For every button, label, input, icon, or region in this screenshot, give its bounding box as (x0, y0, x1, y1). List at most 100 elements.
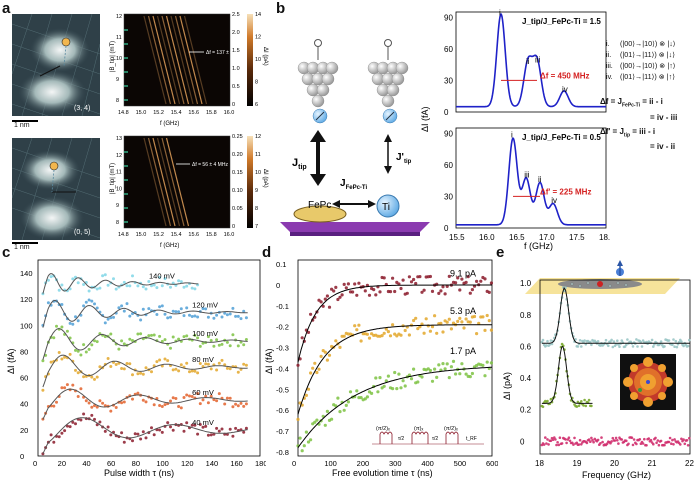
c-data-point (93, 302, 96, 306)
svg-text:τ/2: τ/2 (398, 436, 404, 442)
c-data-point (185, 393, 189, 397)
c-ylabel: ΔI (fA) (6, 348, 16, 374)
e-data-point (607, 344, 610, 348)
c-data-point (68, 352, 72, 356)
x-tick-label: 15.2 (153, 110, 164, 116)
c-data-point (68, 321, 72, 325)
x-tick-label: 16.0 (224, 110, 235, 116)
c-data-point (242, 343, 246, 347)
e-data-point (547, 443, 550, 446)
d-data-point (485, 313, 489, 318)
e-data-point (590, 343, 593, 347)
c-y-tick: 140 (20, 269, 33, 278)
jfepc-label: J (340, 178, 346, 189)
d-data-point (441, 285, 445, 289)
scale-bar-top: 1 nm (14, 122, 30, 129)
d-data-point (430, 289, 435, 293)
d-xlabel: Free evolution time τ (ns) (332, 468, 433, 478)
b-ratio-label: J_tip/J_FePc-Ti = 0.5 (522, 133, 601, 142)
e-data-point (554, 438, 557, 441)
c-data-point (144, 436, 148, 440)
e-data-point (580, 443, 583, 446)
c-data-point (114, 363, 118, 366)
e-data-point (682, 344, 685, 348)
d-data-point (334, 285, 338, 289)
d-data-point (306, 330, 311, 334)
e-data-point (567, 436, 571, 439)
e-data-point (549, 339, 553, 342)
panel-d-letter: d (262, 244, 272, 261)
x-tick-label: 15.0 (136, 232, 147, 238)
d-data-point (445, 362, 449, 366)
e-data-point (617, 343, 620, 346)
c-data-point (193, 287, 197, 291)
d-data-point (433, 314, 437, 318)
c-data-point (144, 287, 148, 291)
c-data-point (46, 278, 50, 282)
e-data-point (635, 442, 638, 446)
c-data-point (182, 335, 186, 339)
d-data-point (355, 293, 359, 297)
e-data-point (596, 438, 600, 442)
b-y-tick: 60 (444, 45, 453, 54)
c-data-point (82, 412, 86, 416)
e-data-point (577, 404, 581, 408)
d-data-point (472, 314, 477, 319)
d-data-point (374, 376, 378, 380)
d-data-point (309, 438, 313, 442)
e-data-point (632, 438, 636, 441)
e-x-tick: 22 (685, 459, 694, 468)
right-tick: 9 (255, 188, 258, 194)
svg-text:(π/2)ₓ: (π/2)ₓ (376, 426, 390, 432)
e-data-point (688, 338, 691, 342)
e-data-point (555, 443, 558, 447)
c-data-point (206, 401, 210, 405)
e-data-point (564, 438, 567, 441)
c-data-point (163, 403, 167, 407)
c-series-label: 140 mV (149, 272, 175, 281)
colorbar-tick: 0.25 (232, 134, 243, 140)
c-data-point (109, 365, 113, 368)
e-data-point (592, 440, 595, 444)
d-data-point (435, 375, 439, 379)
b-peak-label: iii (524, 171, 530, 180)
right-tick: 8 (255, 206, 258, 212)
d-data-point (456, 319, 460, 323)
c-fit-line (42, 299, 248, 328)
e-data-point (649, 438, 653, 442)
fepc-label: FePc (308, 200, 331, 211)
e-data-point (573, 436, 576, 440)
e-data-point (578, 438, 582, 442)
e-data-point (638, 438, 642, 441)
c-data-point (239, 317, 243, 321)
d-data-point (391, 276, 395, 280)
d-data-point (418, 275, 422, 279)
d-ylabel: ΔI (fA) (264, 348, 274, 374)
c-data-point (228, 367, 232, 371)
b-y-tick: 0 (444, 224, 449, 233)
d-data-point (449, 327, 453, 331)
e-data-point (683, 442, 687, 446)
e-data-point (542, 443, 546, 446)
c-data-point (217, 361, 221, 365)
d-data-point (321, 304, 325, 308)
y-tick-label: 13 (116, 136, 122, 142)
d-data-point (391, 323, 395, 327)
c-data-point (109, 409, 113, 413)
e-data-point (605, 442, 609, 445)
heatmap-streak (152, 15, 176, 105)
c-data-point (198, 402, 202, 406)
c-data-point (63, 355, 67, 359)
c-data-point (63, 429, 67, 433)
d-data-point (372, 288, 376, 292)
c-data-point (98, 420, 102, 424)
spin-arrow (385, 111, 395, 121)
d-data-point (397, 282, 401, 286)
d-data-point (311, 366, 315, 370)
c-data-point (65, 383, 69, 387)
tip-atom (311, 94, 325, 108)
jtip-label: J (292, 157, 298, 169)
b-peak-label: ii (538, 175, 542, 184)
c-data-point (217, 392, 221, 396)
